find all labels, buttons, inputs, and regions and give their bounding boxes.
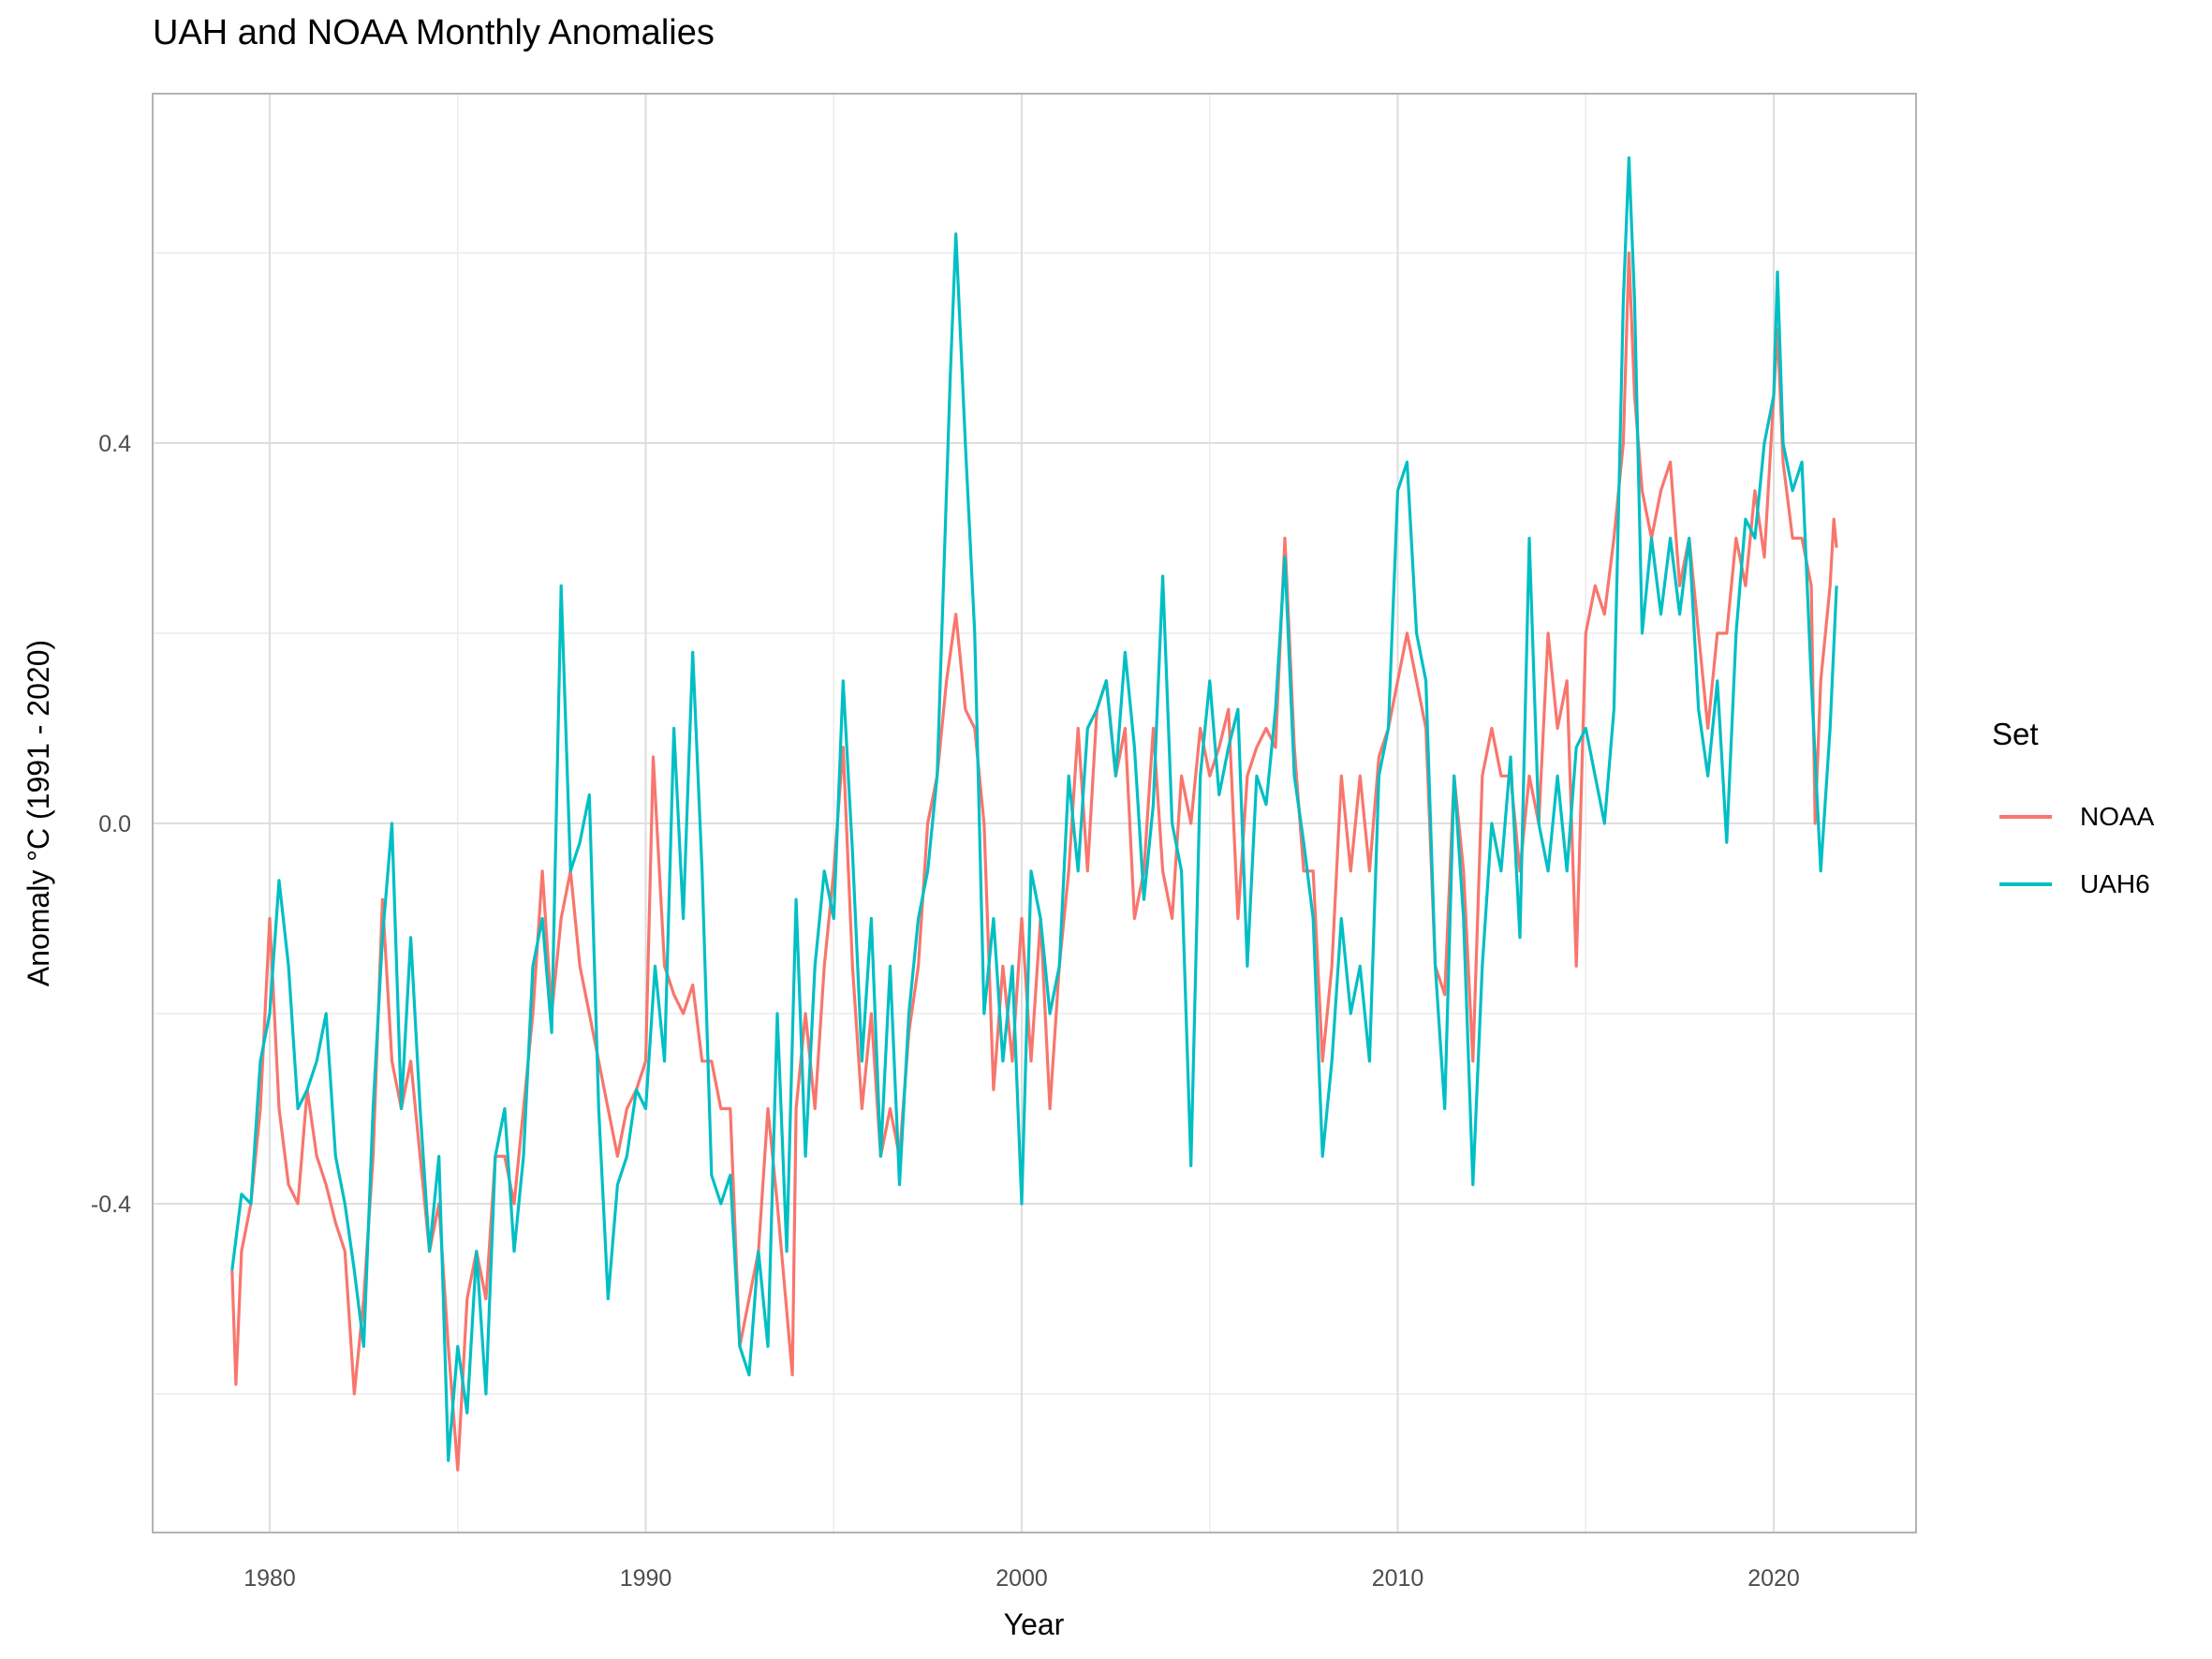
grid xyxy=(153,94,1916,1533)
series-lines xyxy=(230,156,1838,1472)
legend-key-uah6 xyxy=(1999,882,2052,886)
x-tick-label: 1980 xyxy=(243,1565,296,1592)
x-axis-title: Year xyxy=(1004,1607,1065,1641)
x-tick-labels: 1980 1990 2000 2010 2020 xyxy=(243,1565,1800,1592)
legend-label-uah6: UAH6 xyxy=(2080,869,2150,898)
x-tick-label: 2000 xyxy=(995,1565,1048,1592)
x-tick-label: 1990 xyxy=(620,1565,672,1592)
legend-label-noaa: NOAA xyxy=(2080,802,2155,831)
series-line-noaa xyxy=(230,251,1838,1472)
x-tick-label: 2020 xyxy=(1747,1565,1800,1592)
y-tick-label: -0.4 xyxy=(91,1192,131,1218)
x-tick-label: 2010 xyxy=(1372,1565,1424,1592)
legend-item-noaa: NOAA xyxy=(1999,798,2154,836)
legend-title: Set xyxy=(1992,717,2039,751)
chart-title: UAH and NOAA Monthly Anomalies xyxy=(153,13,715,52)
series-line-uah6 xyxy=(230,156,1838,1462)
y-tick-label: 0.4 xyxy=(98,431,131,457)
legend-key-noaa xyxy=(1999,815,2052,819)
y-tick-labels: -0.4 0.0 0.4 xyxy=(91,431,131,1218)
y-tick-label: 0.0 xyxy=(98,811,131,837)
y-axis-title: Anomaly °C (1991 - 2020) xyxy=(22,640,55,986)
panel-border xyxy=(152,93,1917,1533)
legend-item-uah6: UAH6 xyxy=(1999,866,2150,903)
